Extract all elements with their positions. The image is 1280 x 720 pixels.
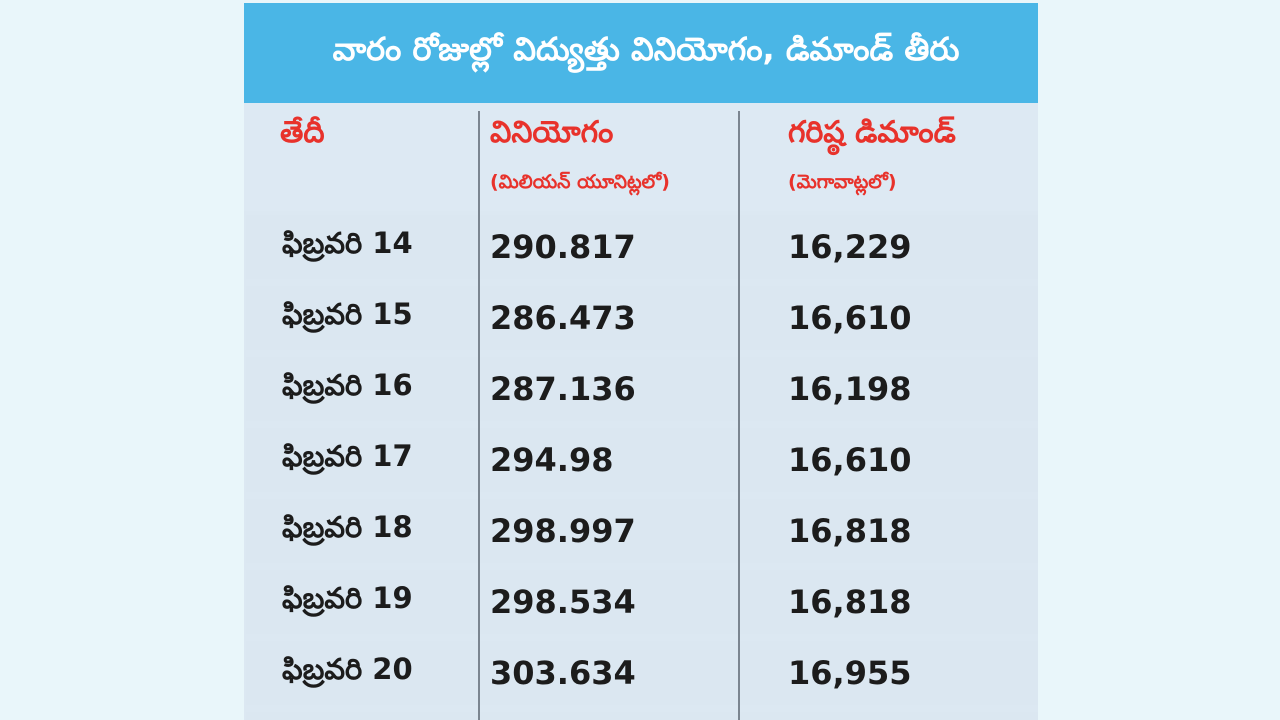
table-title-bar: వారం రోజుల్లో విద్యుత్తు వినియోగం, డిమాం…: [244, 3, 1038, 103]
row-date: ఫిబ్రవరి 20: [282, 652, 413, 686]
header-peak-demand: గరిష్ఠ డిమాండ్‌ (మెగావాట్లలో): [788, 115, 956, 198]
row-date: ఫిబ్రవరి 18: [282, 510, 413, 544]
table-row: ఫిబ్రవరి 18 298.997 16,818: [246, 499, 1038, 563]
table-header-row: తేదీ వినియోగం (మిలియన్‌ యూనిట్లలో) గరిష్…: [244, 103, 1038, 211]
row-peak-demand: 16,818: [788, 583, 912, 621]
row-peak-demand: 16,229: [788, 228, 912, 266]
row-date: ఫిబ్రవరి 14: [282, 226, 413, 260]
table-row: ఫిబ్రవరి 16 287.136 16,198: [246, 357, 1038, 421]
row-consumption: 290.817: [490, 228, 636, 266]
row-consumption: 294.98: [490, 441, 614, 479]
header-consumption: వినియోగం (మిలియన్‌ యూనిట్లలో): [490, 115, 670, 198]
row-date: ఫిబ్రవరి 17: [282, 439, 413, 473]
row-peak-demand: 16,818: [788, 512, 912, 550]
row-peak-demand: 16,610: [788, 441, 912, 479]
table-row: ఫిబ్రవరి 15 286.473 16,610: [246, 286, 1038, 350]
table-row: ఫిబ్రవరి 14 290.817 16,229: [246, 215, 1038, 279]
row-consumption: 303.634: [490, 654, 636, 692]
table-title: వారం రోజుల్లో విద్యుత్తు వినియోగం, డిమాం…: [332, 30, 960, 68]
table-row: ఫిబ్రవరి 17 294.98 16,610: [246, 428, 1038, 492]
row-consumption: 298.534: [490, 583, 636, 621]
header-consumption-label: వినియోగం: [490, 115, 614, 150]
row-consumption: 286.473: [490, 299, 636, 337]
row-consumption: 298.997: [490, 512, 636, 550]
row-date: ఫిబ్రవరి 16: [282, 368, 413, 402]
row-consumption: 287.136: [490, 370, 636, 408]
table-row: ఫిబ్రవరి 19 298.534 16,818: [246, 570, 1038, 634]
column-divider-right: [738, 111, 740, 720]
row-peak-demand: 16,955: [788, 654, 912, 692]
header-peak-demand-label: గరిష్ఠ డిమాండ్‌: [788, 115, 956, 150]
row-peak-demand: 16,610: [788, 299, 912, 337]
power-consumption-table: వారం రోజుల్లో విద్యుత్తు వినియోగం, డిమాం…: [244, 3, 1038, 720]
column-divider-left: [478, 111, 480, 720]
row-peak-demand: 16,198: [788, 370, 912, 408]
header-consumption-unit: (మిలియన్‌ యూనిట్లలో): [490, 171, 670, 193]
table-row: ఫిబ్రవరి 20 303.634 16,955: [246, 641, 1038, 705]
row-date: ఫిబ్రవరి 19: [282, 581, 413, 615]
table-row-partial: [246, 712, 1038, 720]
header-peak-demand-unit: (మెగావాట్లలో): [788, 171, 897, 193]
row-date: ఫిబ్రవరి 15: [282, 297, 413, 331]
header-date: తేదీ: [280, 115, 325, 157]
header-date-label: తేదీ: [280, 115, 325, 150]
